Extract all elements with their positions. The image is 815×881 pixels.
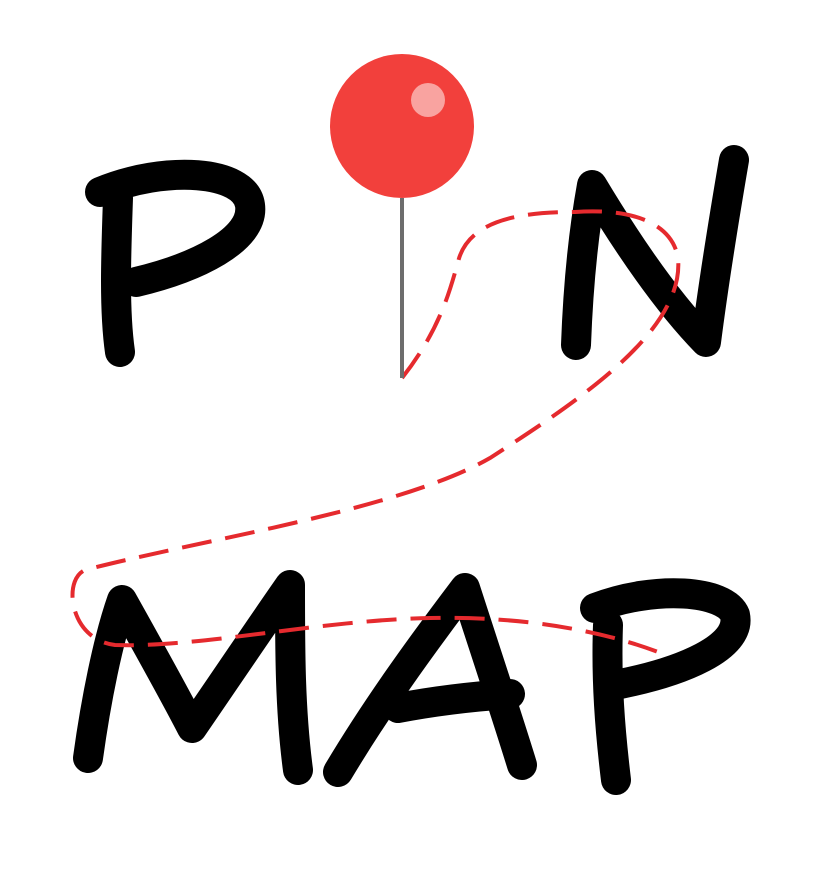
letter-a (323, 573, 537, 787)
pin-head (330, 54, 474, 198)
letter-p-top (85, 159, 266, 367)
dashed-route-line (70, 209, 681, 654)
letter-m (73, 570, 313, 785)
letter-p-bottom (580, 578, 751, 795)
pin-highlight (411, 83, 445, 117)
letter-n (561, 145, 749, 360)
map-pin-icon (330, 54, 474, 378)
